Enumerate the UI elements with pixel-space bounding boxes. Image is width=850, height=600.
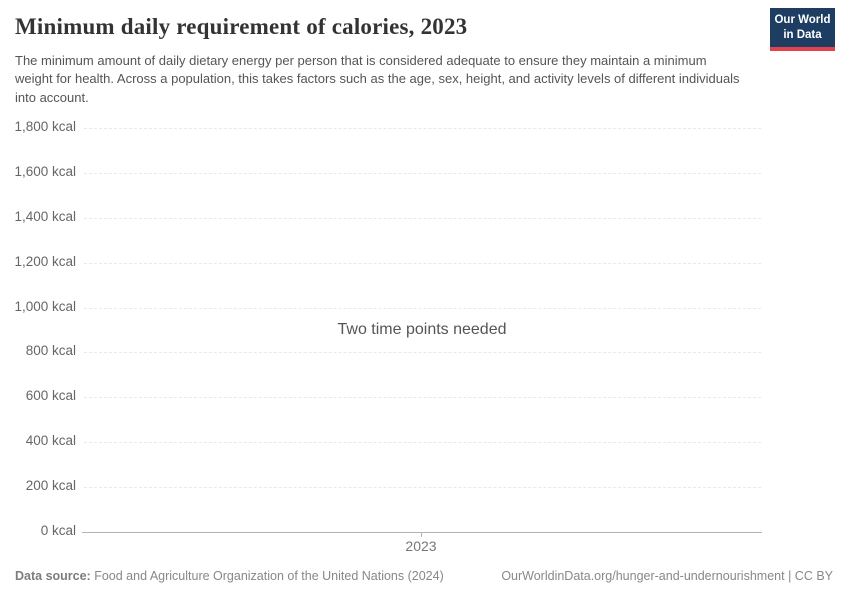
x-axis-line — [82, 532, 762, 533]
y-axis-tick-label: 400 kcal — [25, 433, 76, 449]
y-axis-tick-label: 1,000 kcal — [14, 298, 76, 314]
chart-subtitle: The minimum amount of daily dietary ener… — [15, 53, 740, 105]
y-axis-tick-label: 1,800 kcal — [14, 119, 76, 134]
y-axis-tick-label: 600 kcal — [25, 388, 76, 404]
footer-url[interactable]: OurWorldinData.org/hunger-and-undernouri… — [501, 569, 785, 583]
gridline-1400 — [84, 217, 761, 219]
x-axis-tick-label: 2023 — [405, 538, 437, 554]
data-source-label: Data source: — [15, 569, 91, 583]
footer-separator: | — [788, 569, 792, 583]
chart-title: Minimum daily requirement of calories, 2… — [15, 14, 468, 39]
data-source-value: Food and Agriculture Organization of the… — [94, 569, 444, 583]
x-axis-tick — [421, 532, 422, 537]
gridline-800 — [84, 352, 761, 354]
chart-footer: Data source: Food and Agriculture Organi… — [15, 569, 833, 583]
footer-license[interactable]: CC BY — [794, 569, 833, 583]
owid-logo-line2: in Data — [783, 28, 822, 41]
y-axis-tick-label: 1,600 kcal — [14, 163, 76, 179]
footer-link[interactable]: OurWorldinData.org/hunger-and-undernouri… — [501, 569, 833, 583]
empty-chart-message: Two time points needed — [337, 321, 507, 338]
y-axis-tick-label: 0 kcal — [40, 523, 76, 538]
y-axis-tick-label: 800 kcal — [25, 343, 76, 359]
gridline-200 — [84, 487, 761, 489]
gridline-400 — [84, 442, 761, 444]
gridline-1800 — [84, 128, 761, 129]
gridline-600 — [84, 397, 761, 399]
y-axis-tick-label: 200 kcal — [25, 478, 76, 494]
data-source-note: Data source: Food and Agriculture Organi… — [15, 569, 444, 583]
gridline-1200 — [84, 262, 761, 264]
owid-logo-text: Our World in Data — [774, 13, 830, 42]
y-axis-tick-label: 1,200 kcal — [14, 253, 76, 269]
gridline-1600 — [84, 172, 761, 174]
gridline-1000 — [84, 307, 761, 309]
owid-logo-line1: Our World — [774, 14, 831, 27]
y-axis-tick-label: 1,400 kcal — [14, 208, 76, 224]
owid-logo[interactable]: Our World in Data — [770, 8, 835, 51]
